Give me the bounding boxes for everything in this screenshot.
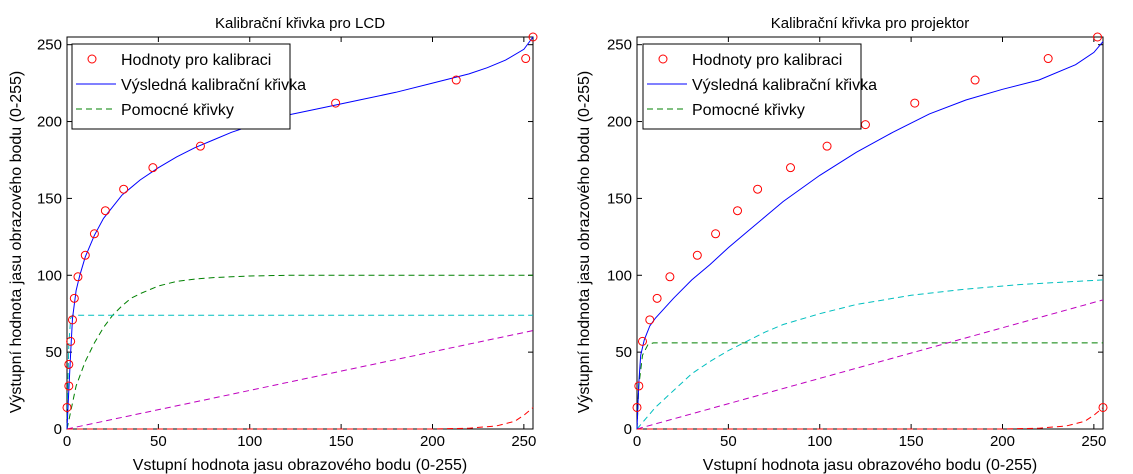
- calibration-point: [665, 272, 675, 282]
- legend: Hodnoty pro kalibraci Výsledná kalibračn…: [71, 43, 306, 130]
- x-tick-label: 0: [63, 433, 71, 450]
- y-tick-label: 150: [37, 190, 62, 207]
- legend-marker-points: [87, 54, 97, 64]
- y-tick-label: 100: [607, 267, 632, 284]
- helper-curve-2: [636, 279, 1104, 430]
- calibration-point: [66, 336, 76, 346]
- calibration-point: [637, 336, 647, 346]
- calibration-point: [451, 75, 461, 85]
- y-tick-label: 150: [607, 190, 632, 207]
- x-axis-label: Vstupní hodnota jasu obrazového bodu (0-…: [703, 457, 1037, 474]
- helper-curve-3: [636, 299, 1104, 430]
- calibration-point: [692, 250, 702, 260]
- x-tick-label: 200: [420, 433, 445, 450]
- calibration-point: [822, 141, 832, 151]
- calibration-point: [69, 293, 79, 303]
- y-tick-label: 200: [607, 114, 632, 131]
- chart-panel-projector: Kalibrační křivka pro projektor Vstupní …: [576, 15, 1108, 474]
- calibration-point: [528, 32, 538, 42]
- calibration-point: [195, 141, 205, 151]
- calibration-point: [521, 54, 531, 64]
- calibration-point: [331, 98, 341, 108]
- result-curve: [636, 41, 1104, 430]
- x-tick-label: 100: [807, 433, 832, 450]
- calibration-point: [73, 272, 83, 282]
- y-tick-label: 100: [37, 267, 62, 284]
- x-tick-label: 50: [150, 433, 167, 450]
- x-tick-label: 250: [511, 433, 536, 450]
- chart-title: Kalibrační křivka pro projektor: [771, 15, 969, 32]
- y-tick-label: 50: [45, 344, 62, 361]
- plot-area: 0 50 100 150 200 250 0 50 100 150 200 250: [607, 32, 1108, 450]
- x-tick-label: 150: [329, 433, 354, 450]
- y-tick-label: 0: [54, 421, 62, 438]
- calibration-point: [100, 206, 110, 216]
- helper-curve-2: [66, 314, 533, 430]
- calibration-point: [786, 163, 796, 173]
- calibration-point: [645, 315, 655, 325]
- calibration-point: [148, 163, 158, 173]
- calibration-point: [970, 75, 980, 85]
- x-tick-label: 200: [990, 433, 1015, 450]
- y-tick-label: 250: [37, 37, 62, 54]
- y-axis-label: Výstupní hodnota jasu obrazového bodu (0…: [8, 71, 25, 413]
- helper-curve-4: [637, 407, 1104, 430]
- chart-title: Kalibrační křivka pro LCD: [215, 15, 385, 32]
- calibration-point: [632, 402, 642, 412]
- calibration-point: [652, 293, 662, 303]
- legend-box: [71, 43, 291, 130]
- calibration-point: [1043, 54, 1053, 64]
- x-tick-label: 250: [1081, 433, 1106, 450]
- x-tick-label: 150: [899, 433, 924, 450]
- calibration-point: [711, 229, 721, 239]
- y-tick-label: 200: [37, 114, 62, 131]
- legend-label-result: Výsledná kalibrační křivka: [121, 77, 306, 94]
- chart-panel-lcd: Kalibrační křivka pro LCD Vstupní hodnot…: [8, 15, 538, 474]
- calibration-point: [1098, 402, 1108, 412]
- legend-label-helper: Pomocné křivky: [121, 102, 234, 119]
- x-axis-label: Vstupní hodnota jasu obrazového bodu (0-…: [133, 457, 467, 474]
- calibration-point: [634, 381, 644, 391]
- legend-label-points: Hodnoty pro kalibraci: [121, 52, 271, 69]
- x-tick-label: 50: [720, 433, 737, 450]
- calibration-point: [1093, 32, 1103, 42]
- legend: Hodnoty pro kalibraci Výsledná kalibračn…: [642, 43, 877, 130]
- calibration-point: [80, 250, 90, 260]
- calibration-point: [753, 184, 763, 194]
- calibration-point: [910, 98, 920, 108]
- calibration-point: [62, 402, 72, 412]
- y-axis-label: Výstupní hodnota jasu obrazového bodu (0…: [576, 71, 593, 413]
- legend-label-points: Hodnoty pro kalibraci: [692, 52, 842, 69]
- legend-marker-points: [658, 54, 668, 64]
- helper-curve-4: [67, 407, 534, 430]
- calibration-point: [733, 206, 743, 216]
- legend-label-result: Výsledná kalibrační křivka: [692, 77, 877, 94]
- y-tick-label: 50: [615, 344, 632, 361]
- calibration-point: [64, 381, 74, 391]
- legend-box: [642, 43, 862, 130]
- x-tick-label: 100: [237, 433, 262, 450]
- y-tick-label: 250: [607, 37, 632, 54]
- calibration-point: [119, 184, 129, 194]
- calibration-point: [67, 315, 77, 325]
- calibration-point: [64, 359, 74, 369]
- calibration-point: [89, 229, 99, 239]
- x-tick-label: 0: [633, 433, 641, 450]
- y-tick-label: 0: [624, 421, 632, 438]
- legend-label-helper: Pomocné křivky: [692, 102, 805, 119]
